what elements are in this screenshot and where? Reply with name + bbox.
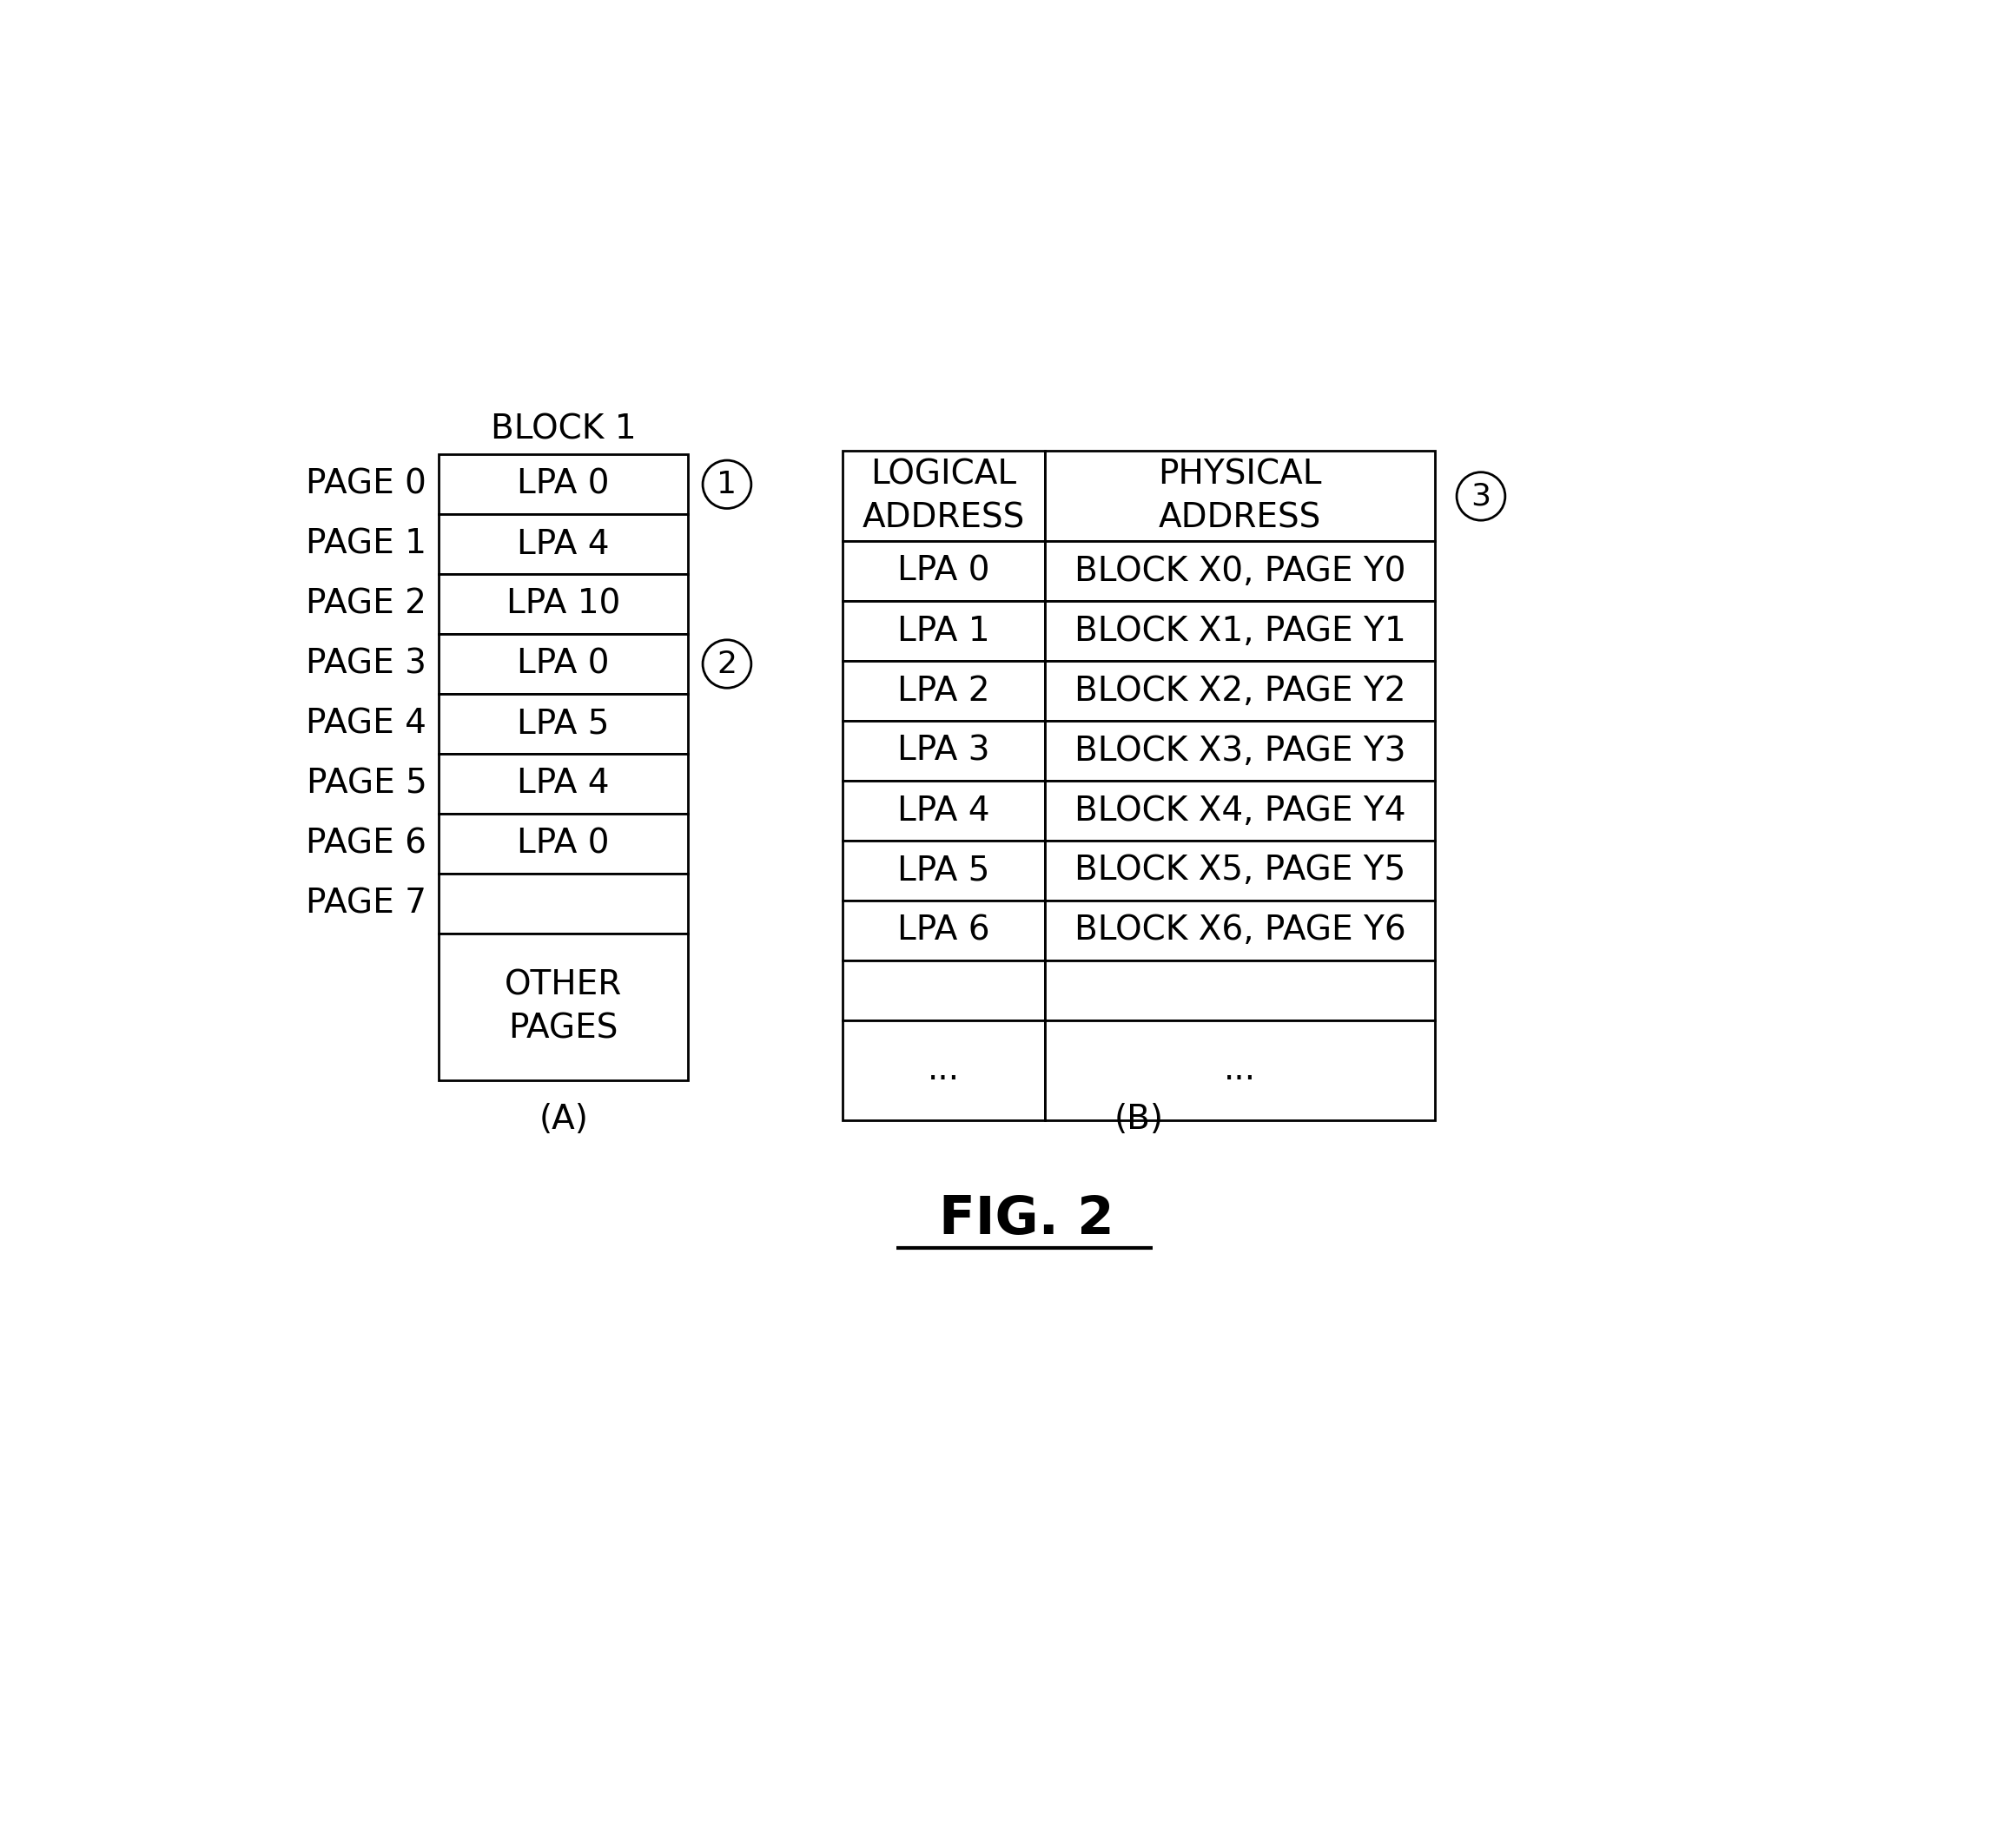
- Text: LPA 4: LPA 4: [897, 795, 989, 828]
- Bar: [1046, 451, 1436, 541]
- Text: PAGE 2: PAGE 2: [306, 588, 427, 621]
- Text: BLOCK X3, PAGE Y3: BLOCK X3, PAGE Y3: [1074, 734, 1406, 767]
- Bar: [1046, 780, 1436, 841]
- Text: PAGE 3: PAGE 3: [306, 647, 427, 680]
- Bar: [843, 662, 1046, 721]
- Text: BLOCK X2, PAGE Y2: BLOCK X2, PAGE Y2: [1074, 675, 1406, 708]
- Text: PAGE 5: PAGE 5: [306, 767, 427, 800]
- Text: BLOCK X0, PAGE Y0: BLOCK X0, PAGE Y0: [1074, 554, 1406, 588]
- Text: LPA 5: LPA 5: [517, 708, 609, 741]
- Bar: [843, 780, 1046, 841]
- Bar: [1046, 721, 1436, 780]
- Text: PAGE 0: PAGE 0: [306, 468, 427, 501]
- Bar: [843, 601, 1046, 662]
- Text: PAGE 6: PAGE 6: [306, 826, 427, 859]
- Bar: [439, 634, 687, 693]
- Text: 1: 1: [717, 469, 737, 499]
- Text: PAGE 4: PAGE 4: [306, 708, 427, 741]
- Text: 2: 2: [717, 649, 737, 678]
- Bar: [843, 900, 1046, 961]
- Text: LPA 10: LPA 10: [507, 588, 621, 621]
- Text: LPA 6: LPA 6: [897, 915, 989, 946]
- Text: LPA 5: LPA 5: [897, 854, 989, 887]
- Bar: [843, 961, 1046, 1020]
- Bar: [439, 455, 687, 514]
- Text: ...: ...: [1224, 1053, 1256, 1087]
- Text: LPA 3: LPA 3: [897, 734, 989, 767]
- Bar: [439, 754, 687, 813]
- Text: LPA 4: LPA 4: [517, 529, 609, 560]
- Bar: [1046, 541, 1436, 601]
- Bar: [439, 575, 687, 634]
- Text: (B): (B): [1114, 1103, 1164, 1137]
- Text: LPA 0: LPA 0: [517, 647, 609, 680]
- Text: LPA 1: LPA 1: [897, 615, 989, 647]
- Bar: [843, 721, 1046, 780]
- Bar: [1046, 601, 1436, 662]
- Bar: [1046, 662, 1436, 721]
- Bar: [439, 813, 687, 874]
- Text: BLOCK X5, PAGE Y5: BLOCK X5, PAGE Y5: [1074, 854, 1406, 887]
- Text: LPA 0: LPA 0: [517, 468, 609, 501]
- Bar: [439, 874, 687, 933]
- Bar: [1046, 961, 1436, 1020]
- Text: ...: ...: [927, 1053, 959, 1087]
- Bar: [439, 933, 687, 1081]
- Bar: [843, 541, 1046, 601]
- Bar: [843, 1020, 1046, 1120]
- Bar: [1046, 841, 1436, 900]
- Text: PAGE 1: PAGE 1: [306, 529, 427, 560]
- Text: LPA 2: LPA 2: [897, 675, 989, 708]
- Text: PHYSICAL
ADDRESS: PHYSICAL ADDRESS: [1158, 458, 1322, 534]
- Text: BLOCK X4, PAGE Y4: BLOCK X4, PAGE Y4: [1074, 795, 1406, 828]
- Bar: [843, 841, 1046, 900]
- Text: LPA 4: LPA 4: [517, 767, 609, 800]
- Text: FIG. 2: FIG. 2: [939, 1194, 1114, 1246]
- Bar: [439, 514, 687, 575]
- Text: BLOCK X6, PAGE Y6: BLOCK X6, PAGE Y6: [1074, 915, 1406, 946]
- Text: BLOCK X1, PAGE Y1: BLOCK X1, PAGE Y1: [1074, 615, 1406, 647]
- Text: 3: 3: [1470, 482, 1490, 512]
- Bar: [843, 451, 1046, 541]
- Text: PAGE 7: PAGE 7: [306, 887, 427, 920]
- Text: OTHER
PAGES: OTHER PAGES: [505, 968, 623, 1044]
- Bar: [1046, 900, 1436, 961]
- Text: (A): (A): [539, 1103, 589, 1137]
- Text: BLOCK 1: BLOCK 1: [491, 412, 637, 445]
- Text: LOGICAL
ADDRESS: LOGICAL ADDRESS: [863, 458, 1026, 534]
- Text: LPA 0: LPA 0: [517, 826, 609, 859]
- Bar: [1046, 1020, 1436, 1120]
- Text: LPA 0: LPA 0: [897, 554, 989, 588]
- Bar: [439, 693, 687, 754]
